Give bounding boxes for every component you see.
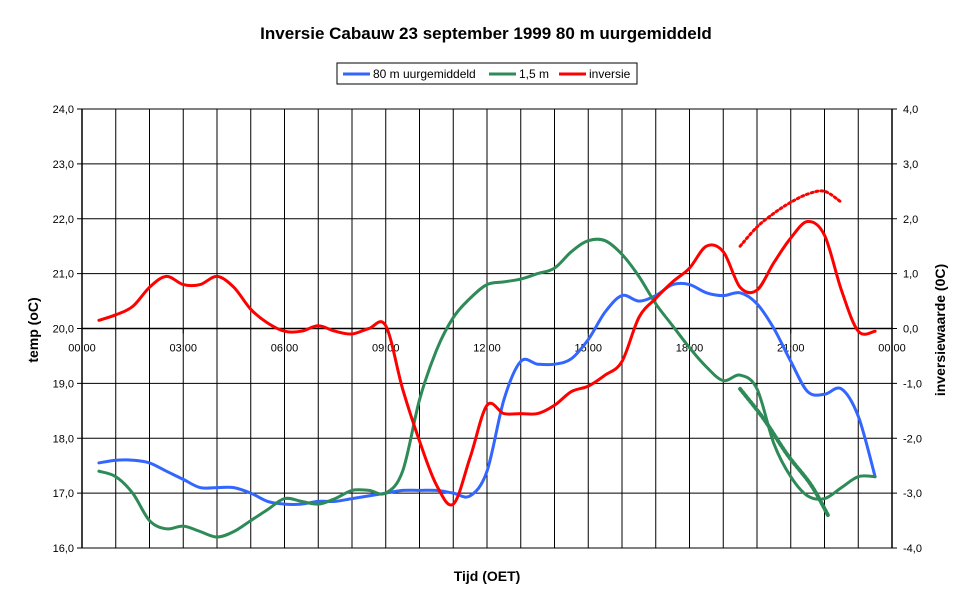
chart-title: Inversie Cabauw 23 september 1999 80 m u…: [260, 24, 712, 43]
legend-label-inversie: inversie: [589, 67, 631, 81]
y-right-tick-label: 1,0: [903, 269, 918, 281]
series-line-0: [97, 281, 877, 506]
y-left-axis-title: temp (oC): [25, 297, 41, 362]
legend-label-80m: 80 m uurgemiddeld: [373, 67, 476, 81]
x-tick-label: 12:00: [473, 343, 501, 355]
y-right-tick-label: -3,0: [903, 488, 922, 500]
y-right-axis-title: inversiewaarde (0C): [932, 264, 948, 396]
y-right-tick-label: -2,0: [903, 433, 922, 445]
x-tick-label: 00:00: [68, 343, 96, 355]
x-tick-label: 00:00: [878, 343, 906, 355]
legend: 80 m uurgemiddeld 1,5 m inversie: [336, 62, 638, 85]
y-right-tick-labels: -4,0 -3,0 -2,0 -1,0 0,0 1,0 2,0 3,0 4,0: [892, 104, 922, 555]
inversie-dotted-trend: [738, 189, 843, 248]
x-tick-label: 06:00: [271, 343, 299, 355]
series-line-2: [97, 219, 877, 507]
x-tick-label: 15:00: [574, 343, 602, 355]
y-left-tick-label: 22,0: [53, 214, 74, 226]
y-right-tick-label: 0,0: [903, 324, 918, 336]
y-left-tick-label: 21,0: [53, 269, 74, 281]
series-line-1: [97, 237, 877, 539]
y-right-tick-label: -4,0: [903, 543, 922, 555]
1-5m-dotted-trend: [738, 386, 830, 518]
y-left-tick-label: 24,0: [53, 104, 74, 116]
y-left-tick-label: 17,0: [53, 488, 74, 500]
y-left-tick-labels: 16,0 17,0 18,0 19,0 20,0 21,0 22,0 23,0 24,0: [53, 104, 82, 555]
dotted-trend-lines: [738, 189, 843, 518]
x-tick-label: 03:00: [169, 343, 197, 355]
series: [97, 219, 877, 539]
y-right-tick-label: 4,0: [903, 104, 918, 116]
y-left-tick-label: 19,0: [53, 378, 74, 390]
y-left-tick-label: 20,0: [53, 324, 74, 336]
y-right-tick-label: 2,0: [903, 214, 918, 226]
x-axis-title: Tijd (OET): [454, 568, 521, 584]
y-left-tick-label: 16,0: [53, 543, 74, 555]
y-left-tick-label: 23,0: [53, 159, 74, 171]
y-right-tick-label: 3,0: [903, 159, 918, 171]
y-right-tick-label: -1,0: [903, 378, 922, 390]
legend-label-1-5m: 1,5 m: [519, 67, 549, 81]
legend-box: [336, 62, 638, 85]
y-left-tick-label: 18,0: [53, 433, 74, 445]
